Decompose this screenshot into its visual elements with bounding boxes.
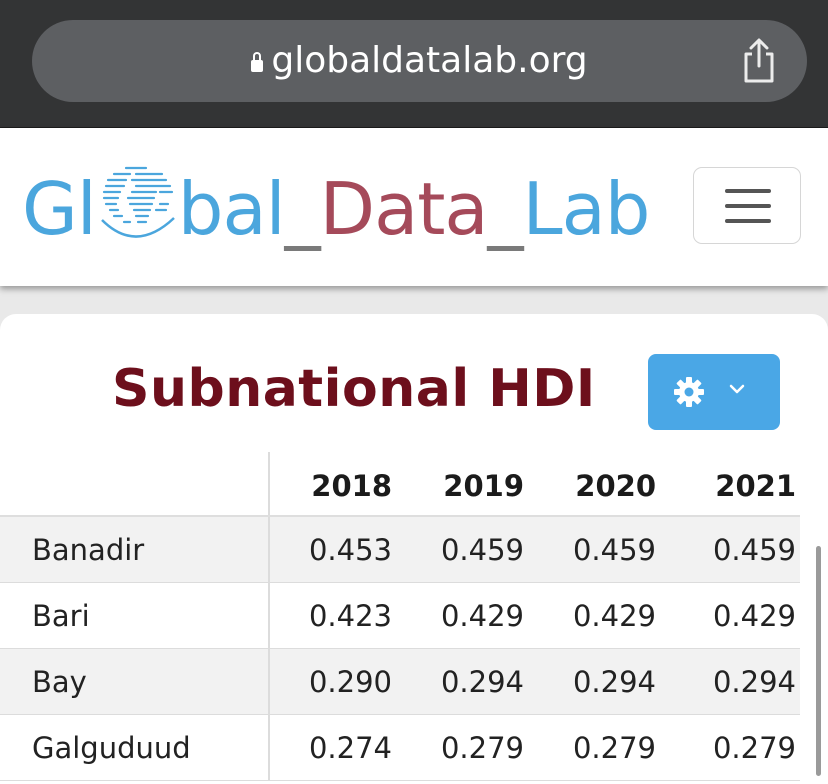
column-header-2021[interactable]: 2021 [715, 469, 796, 503]
url-text: globaldatalab.org [271, 40, 588, 81]
hdi-value: 0.290 [308, 665, 392, 699]
column-divider [268, 715, 270, 780]
column-header-2018[interactable]: 2018 [311, 469, 392, 503]
hdi-value: 0.294 [440, 665, 524, 699]
hdi-value: 0.294 [572, 665, 656, 699]
column-header-2020[interactable]: 2020 [575, 469, 656, 503]
column-divider [268, 452, 270, 515]
gear-icon [674, 377, 704, 407]
logo-underscore-2: _ [487, 167, 524, 251]
hdi-value: 0.294 [712, 665, 796, 699]
hdi-value: 0.453 [308, 533, 392, 567]
site-header: Gl bal_Data_Lab [0, 128, 828, 286]
hdi-value: 0.459 [440, 533, 524, 567]
hdi-value: 0.279 [440, 731, 524, 765]
share-icon[interactable] [739, 38, 779, 84]
hdi-value: 0.279 [712, 731, 796, 765]
logo-text-lab: Lab [522, 167, 651, 251]
hdi-value: 0.279 [572, 731, 656, 765]
hamburger-menu-icon [725, 219, 771, 223]
hdi-value: 0.423 [308, 599, 392, 633]
url-display[interactable]: globaldatalab.org [32, 20, 807, 102]
hamburger-menu-icon [725, 189, 771, 193]
hdi-value: 0.429 [572, 599, 656, 633]
browser-toolbar: globaldatalab.org [0, 0, 828, 128]
hdi-table: 2018 2019 2020 2021 Banadir 0.453 0.459 … [0, 452, 828, 781]
chevron-down-icon [729, 384, 745, 394]
lock-icon [251, 52, 264, 72]
logo-text-data: Data [319, 167, 489, 251]
site-logo[interactable]: Gl bal_Data_Lab [22, 158, 651, 258]
hdi-value: 0.429 [712, 599, 796, 633]
table-header-row: 2018 2019 2020 2021 [0, 452, 800, 517]
region-name: Banadir [32, 533, 145, 567]
table-row: Galguduud 0.274 0.279 0.279 0.279 [0, 715, 800, 781]
column-divider [268, 517, 270, 582]
logo-text-gl: Gl [22, 167, 97, 251]
hdi-value: 0.459 [712, 533, 796, 567]
logo-text-bal: bal [177, 167, 286, 251]
hamburger-menu-icon [725, 204, 771, 208]
logo-underscore-1: _ [284, 167, 321, 251]
table-row: Bari 0.423 0.429 0.429 0.429 [0, 583, 800, 649]
hamburger-menu-button[interactable] [693, 167, 801, 244]
column-header-2019[interactable]: 2019 [443, 469, 524, 503]
hdi-value: 0.429 [440, 599, 524, 633]
region-name: Bari [32, 599, 90, 633]
scrollbar[interactable] [816, 546, 821, 776]
content-card: Subnational HDI 2018 2019 2020 [0, 314, 828, 784]
globe-icon [100, 166, 175, 238]
region-name: Galguduud [32, 731, 191, 765]
region-name: Bay [32, 665, 87, 699]
hdi-value: 0.459 [572, 533, 656, 567]
column-divider [268, 649, 270, 714]
address-bar[interactable]: globaldatalab.org [32, 20, 807, 102]
table-row: Bay 0.290 0.294 0.294 0.294 [0, 649, 800, 715]
table-row: Banadir 0.453 0.459 0.459 0.459 [0, 517, 800, 583]
page-title: Subnational HDI [112, 359, 596, 419]
column-divider [268, 583, 270, 648]
settings-dropdown-button[interactable] [648, 354, 780, 430]
hdi-value: 0.274 [308, 731, 392, 765]
